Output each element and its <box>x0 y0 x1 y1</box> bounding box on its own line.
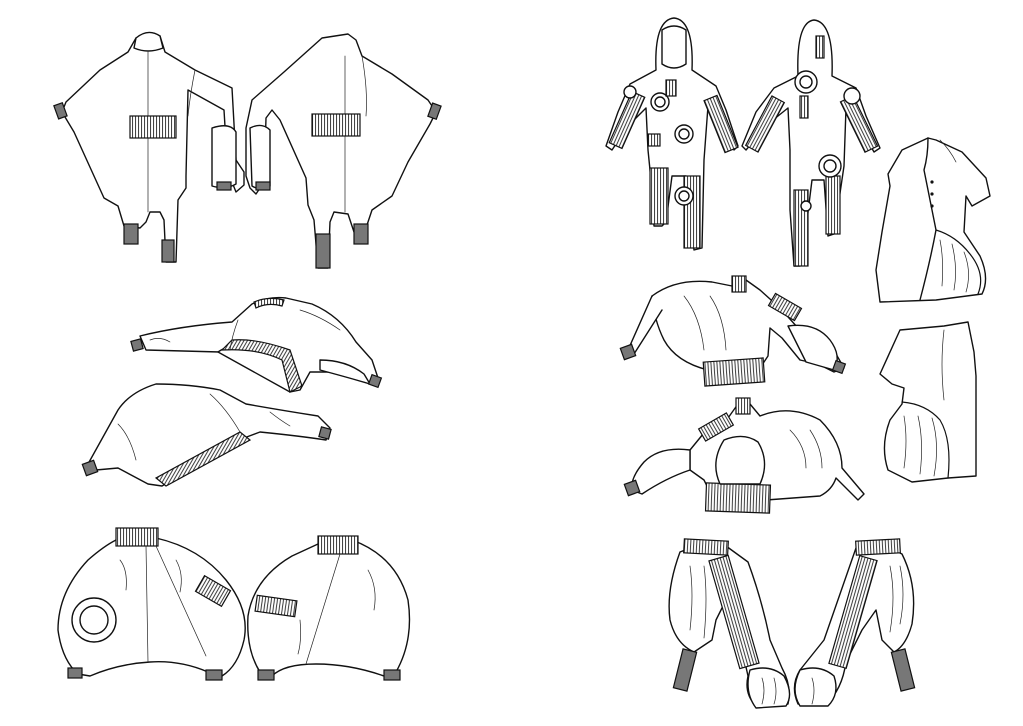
hooded-bodysuit-back-icon <box>741 19 881 267</box>
hooded-bodysuit-front-icon <box>605 17 739 251</box>
balloon-jacket-front-icon <box>619 275 847 387</box>
balloon-jacket-back-icon <box>623 397 865 514</box>
balloon-vest-back-icon <box>247 535 411 681</box>
balloon-trousers-front-icon <box>668 538 791 709</box>
jumpsuit-front-icon <box>53 31 245 263</box>
jumpsuit-back-icon <box>245 33 442 269</box>
balloon-trousers-back-icon <box>793 538 916 707</box>
balloon-vest-front-icon <box>57 527 246 681</box>
balloon-dress-front-icon <box>875 137 991 303</box>
cape-top-back-icon <box>81 383 332 487</box>
cape-top-front-icon <box>130 296 383 393</box>
balloon-dress-back-icon <box>879 321 977 483</box>
